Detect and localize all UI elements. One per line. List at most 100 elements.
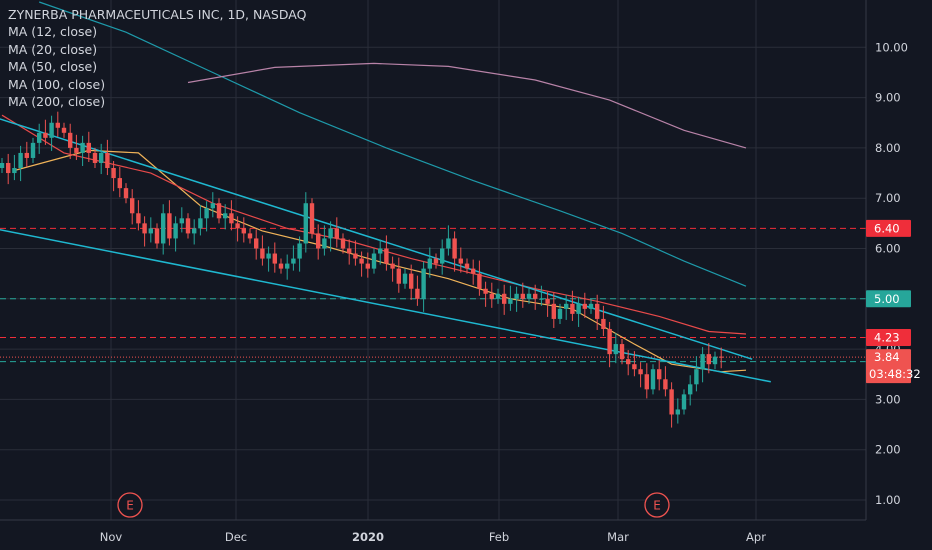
candle-body	[229, 213, 234, 224]
x-tick-label: Nov	[100, 530, 123, 544]
candle-body	[663, 379, 668, 390]
candle-body	[595, 303, 600, 319]
candle-body	[632, 364, 637, 370]
candle-body	[235, 223, 240, 229]
candle-body	[712, 356, 718, 365]
y-tick-label: 8.00	[875, 141, 901, 155]
y-tick-label: 9.00	[875, 91, 901, 105]
price-tag	[866, 219, 911, 237]
candle-body	[223, 213, 228, 219]
candle-body	[24, 152, 29, 158]
time-axis: Nov Dec 2020 Feb Mar Apr	[100, 530, 766, 544]
ma-line-2	[1, 114, 747, 335]
y-tick-label: 1.00	[875, 493, 901, 507]
candle-body	[347, 248, 352, 254]
candle-body	[136, 213, 141, 224]
indicator-ma200[interactable]: MA (200, close)	[8, 94, 106, 110]
candle-body	[130, 198, 135, 214]
indicator-ma100[interactable]: MA (100, close)	[8, 76, 106, 92]
earnings-event-marker[interactable]: E	[644, 492, 670, 518]
y-tick-label: 6.00	[875, 242, 901, 256]
candle-body	[241, 228, 246, 234]
candle-body	[204, 208, 209, 219]
indicator-ma20[interactable]: MA (20, close)	[8, 41, 98, 57]
price-tag	[866, 290, 911, 308]
ma-line-4	[187, 62, 747, 149]
earnings-icon	[644, 492, 670, 518]
indicator-ma12[interactable]: MA (12, close)	[8, 24, 98, 40]
candle-body	[619, 344, 625, 360]
candle-body	[179, 218, 184, 224]
earnings-label: E	[653, 499, 661, 513]
candle-body	[669, 389, 674, 415]
candle-body	[433, 258, 439, 264]
trendline-2	[0, 228, 771, 383]
y-tick-label: 3.00	[875, 392, 901, 406]
indicator-ma50[interactable]: MA (50, close)	[8, 59, 98, 75]
candle-body	[99, 152, 104, 163]
candle-body	[74, 147, 79, 153]
candle-body	[49, 122, 54, 138]
x-tick-label: Dec	[225, 530, 247, 544]
candle-body	[452, 238, 457, 259]
candle-body	[582, 303, 587, 309]
current-price-label: 3.84	[874, 350, 900, 364]
candle-body	[80, 142, 85, 153]
candle-body	[576, 303, 581, 314]
candle-body	[421, 268, 426, 299]
candle-body	[328, 228, 333, 239]
candle-body	[173, 223, 178, 239]
candle-body	[675, 409, 680, 415]
candle-body	[384, 248, 389, 264]
candle-body	[551, 303, 556, 319]
candle-body	[6, 162, 11, 174]
candle-body	[520, 293, 525, 299]
ma-line-3	[39, 1, 747, 287]
candle-body	[681, 394, 687, 410]
candle-body	[657, 369, 662, 380]
candle-body	[30, 142, 36, 158]
candle-body	[334, 228, 339, 239]
price-tag	[866, 329, 911, 347]
x-tick-label: Feb	[489, 530, 509, 544]
candle-body	[260, 248, 265, 259]
candle-body	[353, 253, 358, 259]
symbol-title[interactable]: ZYNERBA PHARMACEUTICALS INC, 1D, NASDAQ	[8, 7, 307, 22]
candle-body	[61, 127, 67, 133]
candle-body	[483, 288, 488, 294]
candle-body	[198, 218, 203, 229]
candle-body	[291, 258, 296, 264]
candle-body	[477, 273, 482, 289]
candle-body	[86, 142, 91, 153]
candle-body	[626, 359, 631, 365]
candle-body	[161, 213, 166, 244]
candle-body	[247, 233, 253, 239]
candle-body	[564, 303, 569, 309]
candle-body	[440, 248, 445, 264]
candle-body	[688, 384, 693, 395]
candle-body	[557, 308, 563, 319]
grid-lines	[0, 0, 866, 520]
candle-body	[216, 203, 222, 219]
x-tick-label: Mar	[607, 530, 629, 544]
candle-body	[533, 293, 538, 299]
x-tick-label: 2020	[352, 530, 384, 544]
candle-body	[359, 258, 364, 264]
candle-body	[545, 298, 550, 304]
chart-legend: ZYNERBA PHARMACEUTICALS INC, 1D, NASDAQ …	[8, 6, 306, 110]
candle-body	[390, 263, 395, 269]
price-axis: 1.002.003.004.005.006.007.008.009.0010.0…	[866, 40, 921, 507]
candle-body	[278, 263, 284, 269]
earnings-event-marker[interactable]: E	[117, 492, 143, 518]
candle-body	[650, 369, 656, 390]
earnings-icon	[117, 492, 143, 518]
candle-body	[588, 303, 594, 309]
candle-body	[514, 293, 519, 299]
candle-body	[105, 152, 110, 169]
candle-body	[92, 152, 98, 163]
candle-body	[309, 203, 315, 234]
candle-body	[427, 258, 432, 269]
y-tick-label: 10.00	[875, 40, 908, 54]
